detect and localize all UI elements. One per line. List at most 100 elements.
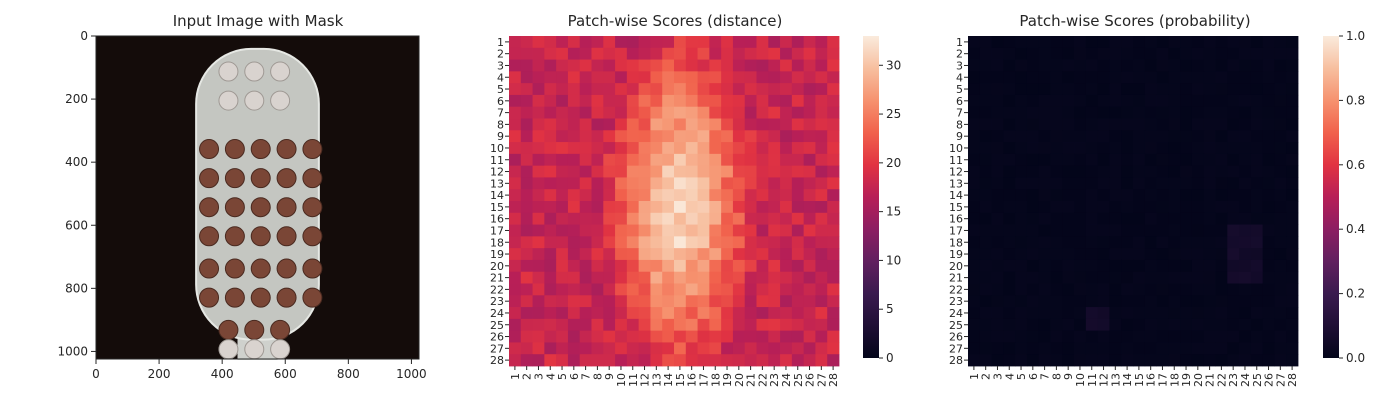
probability-cell xyxy=(1156,248,1169,261)
distance-cell xyxy=(803,307,816,320)
probability-cell xyxy=(1062,212,1075,225)
distance-cell xyxy=(626,201,640,214)
bristle-tuft xyxy=(199,287,220,308)
distance-cell xyxy=(662,153,675,167)
x-tick-label: 5 xyxy=(556,373,569,380)
probability-cell xyxy=(1133,83,1146,96)
distance-cell xyxy=(721,36,734,49)
probability-cell xyxy=(1121,295,1134,308)
probability-cell xyxy=(1085,189,1099,202)
probability-cell xyxy=(1015,165,1028,178)
distance-cell xyxy=(697,47,710,60)
bristle-tuft xyxy=(276,287,297,308)
probability-cell xyxy=(1003,47,1016,60)
distance-cell xyxy=(732,94,746,108)
probability-cell xyxy=(1250,177,1264,190)
distance-cell xyxy=(827,330,840,343)
distance-cell xyxy=(626,177,640,190)
probability-cell xyxy=(1286,130,1299,143)
distance-cell xyxy=(768,271,781,284)
probability-cell xyxy=(1133,236,1146,249)
distance-cell xyxy=(615,271,628,284)
distance-cell xyxy=(603,224,616,237)
distance-cell xyxy=(509,307,522,320)
distance-cell xyxy=(556,259,569,273)
probability-cell xyxy=(1050,177,1063,190)
distance-cell xyxy=(650,354,663,367)
probability-cell xyxy=(1097,106,1110,119)
probability-cell xyxy=(1144,71,1157,84)
probability-cell xyxy=(1003,212,1016,225)
distance-cell xyxy=(638,94,651,108)
probability-cell xyxy=(968,259,981,273)
probability-cell xyxy=(991,271,1004,284)
distance-cell xyxy=(615,165,628,178)
distance-cell xyxy=(768,354,781,367)
distance-cell xyxy=(579,106,592,119)
y-tick-label: 6 xyxy=(497,95,504,108)
distance-cell xyxy=(532,212,545,225)
y-tick-label: 13 xyxy=(490,177,504,190)
probability-cell xyxy=(1239,106,1252,119)
probability-cell xyxy=(1015,224,1028,237)
probability-cell xyxy=(1274,142,1287,155)
probability-cell xyxy=(1215,283,1228,296)
distance-cell xyxy=(815,106,828,119)
distance-cell xyxy=(650,106,663,119)
probability-cell xyxy=(1050,59,1063,72)
probability-cell xyxy=(979,283,992,296)
distance-cell xyxy=(567,224,581,237)
distance-cell xyxy=(803,330,816,343)
probability-cell xyxy=(1274,224,1287,237)
probability-cell xyxy=(1074,165,1087,178)
probability-cell xyxy=(1038,83,1051,96)
distance-cell xyxy=(567,271,581,284)
probability-cell xyxy=(1156,212,1169,225)
distance-cell xyxy=(532,295,545,308)
distance-cell xyxy=(650,36,663,49)
probability-cell xyxy=(1286,201,1299,214)
probability-cell xyxy=(1133,165,1146,178)
probability-cell xyxy=(1239,130,1252,143)
distance-cell xyxy=(579,259,592,273)
distance-cell xyxy=(509,106,522,119)
distance-cell xyxy=(780,177,793,190)
probability-cell xyxy=(1227,330,1240,343)
probability-cell xyxy=(1274,83,1287,96)
distance-cell xyxy=(744,307,757,320)
distance-cell xyxy=(591,342,604,355)
distance-cell xyxy=(803,177,816,190)
probability-cell xyxy=(1274,177,1287,190)
distance-cell xyxy=(697,330,710,343)
probability-cell xyxy=(1074,330,1087,343)
probability-cell xyxy=(1156,153,1169,167)
distance-cell xyxy=(697,212,710,225)
distance-cell xyxy=(780,83,793,96)
probability-cell xyxy=(1180,259,1193,273)
distance-cell xyxy=(674,165,687,178)
distance-cell xyxy=(768,59,781,72)
distance-cell xyxy=(567,71,581,84)
colorbar-tick-label: 0.0 xyxy=(1346,351,1365,365)
probability-cell xyxy=(1227,259,1240,273)
probability-cell xyxy=(1144,47,1157,60)
probability-cell xyxy=(991,177,1004,190)
bristle-tuft xyxy=(250,258,271,279)
y-tick-label: 17 xyxy=(949,224,963,237)
x-tick-label: 200 xyxy=(148,367,171,381)
distance-cell xyxy=(815,165,828,178)
x-tick-label: 14 xyxy=(1121,373,1134,387)
probability-cell xyxy=(1227,283,1240,296)
probability-cell xyxy=(968,71,981,84)
probability-cell xyxy=(991,71,1004,84)
probability-cell xyxy=(1097,295,1110,308)
bristle-tuft xyxy=(224,258,245,279)
probability-cell xyxy=(979,201,992,214)
probability-cell xyxy=(1109,201,1122,214)
probability-cell xyxy=(1203,354,1216,367)
distance-cell xyxy=(780,153,793,167)
probability-cell xyxy=(1050,259,1063,273)
distance-cell xyxy=(615,83,628,96)
probability-cell xyxy=(1274,307,1287,320)
probability-cell xyxy=(991,283,1004,296)
